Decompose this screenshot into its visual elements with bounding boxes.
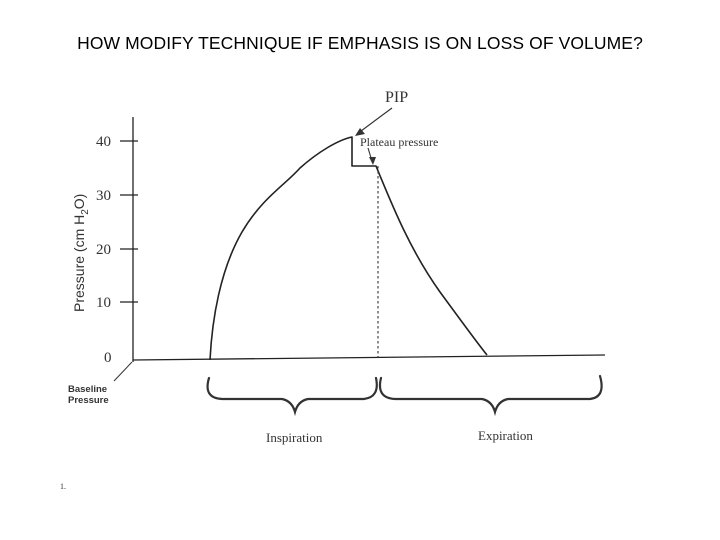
inspiration-label: Inspiration: [266, 430, 323, 445]
footnote-mark: 1.: [60, 482, 66, 491]
inspiration-brace: [206, 376, 378, 417]
pip-arrowhead: [355, 128, 365, 136]
y-axis-label: Pressure (cm H2O): [71, 194, 91, 312]
pressure-curve: [209, 136, 488, 361]
baseline-label-line1: Baseline: [68, 384, 107, 395]
tick-label-20: 20: [96, 242, 111, 258]
expiration-brace: [378, 374, 603, 417]
baseline-axis: [132, 354, 606, 361]
tick-label-0: 0: [104, 350, 112, 366]
baseline-label-line2: Pressure: [68, 395, 109, 406]
plateau-pressure-label: Plateau pressure: [360, 135, 438, 149]
plateau-pressure-arrowhead: [369, 157, 376, 165]
expiration-label: Expiration: [478, 428, 533, 443]
pip-label: PIP: [385, 89, 408, 106]
tick-label-30: 30: [96, 188, 111, 204]
pip-arrow: [356, 107, 393, 135]
baseline-pointer: [113, 361, 133, 382]
tick-label-10: 10: [96, 295, 111, 311]
slide-title: HOW MODIFY TECHNIQUE IF EMPHASIS IS ON L…: [77, 33, 643, 53]
tick-label-40: 40: [96, 134, 111, 150]
